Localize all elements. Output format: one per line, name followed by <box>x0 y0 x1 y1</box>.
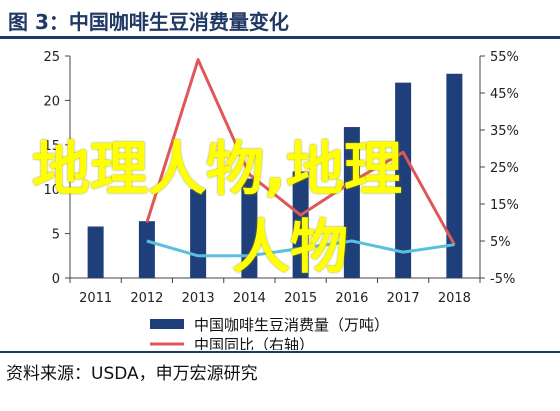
right-axis-tick-label: 25% <box>490 161 519 176</box>
source-note: 资料来源：USDA，申万宏源研究 <box>6 364 258 384</box>
x-axis-tick-label: 2013 <box>182 291 215 306</box>
chart: 0 5 10 15 20 25 -5% 5% 15% 25% 35% 45% 55% 2011 2012 20… <box>43 50 519 350</box>
source-divider <box>0 351 560 353</box>
legend-label: 中国咖啡生豆消费量（万吨） <box>194 316 389 334</box>
x-axis-tick-label: 2018 <box>438 291 471 306</box>
left-axis-tick-label: 0 <box>52 272 60 287</box>
legend-label: 中国同比（右轴） <box>194 336 314 350</box>
x-axis-tick-label: 2014 <box>233 291 266 306</box>
left-axis-tick-label: 20 <box>43 94 60 109</box>
right-axis-tick-label: 15% <box>490 198 519 213</box>
line-world-yoy <box>146 239 455 258</box>
left-axis-tick-label: 10 <box>43 183 60 198</box>
left-axis-tick-label: 5 <box>52 228 60 243</box>
bar-consumption <box>138 221 155 278</box>
bar-consumption <box>395 82 412 278</box>
title-bar: 图 3：中国咖啡生豆消费量变化 <box>0 0 560 40</box>
bar-consumption <box>446 73 463 278</box>
right-axis-tick-label: 5% <box>490 235 511 250</box>
x-axis-tick-label: 2012 <box>130 291 163 306</box>
left-axis-tick-label: 25 <box>43 50 60 65</box>
chart-title: 图 3：中国咖啡生豆消费量变化 <box>8 10 289 34</box>
right-axis-tick-label: 35% <box>490 124 519 139</box>
watermark-line-2: 人物 <box>232 213 349 281</box>
line-china-yoy <box>145 58 456 246</box>
left-axis-tick-label: 15 <box>43 139 60 154</box>
x-axis-tick-label: 2011 <box>79 291 112 306</box>
legend-swatch-bar <box>150 319 184 329</box>
bar-consumption <box>87 226 104 278</box>
watermark-line-1: 地理人物,地理 <box>32 135 403 203</box>
x-axis-tick-label: 2017 <box>387 291 420 306</box>
title-divider <box>0 36 560 39</box>
x-axis-tick-label: 2015 <box>284 291 317 306</box>
bar-consumption <box>292 171 309 278</box>
right-axis-tick-label: 45% <box>490 87 519 102</box>
bar-consumption <box>241 178 258 278</box>
right-axis-tick-label: -5% <box>490 272 515 287</box>
right-axis-tick-label: 55% <box>490 50 519 65</box>
x-axis-tick-label: 2016 <box>335 291 368 306</box>
